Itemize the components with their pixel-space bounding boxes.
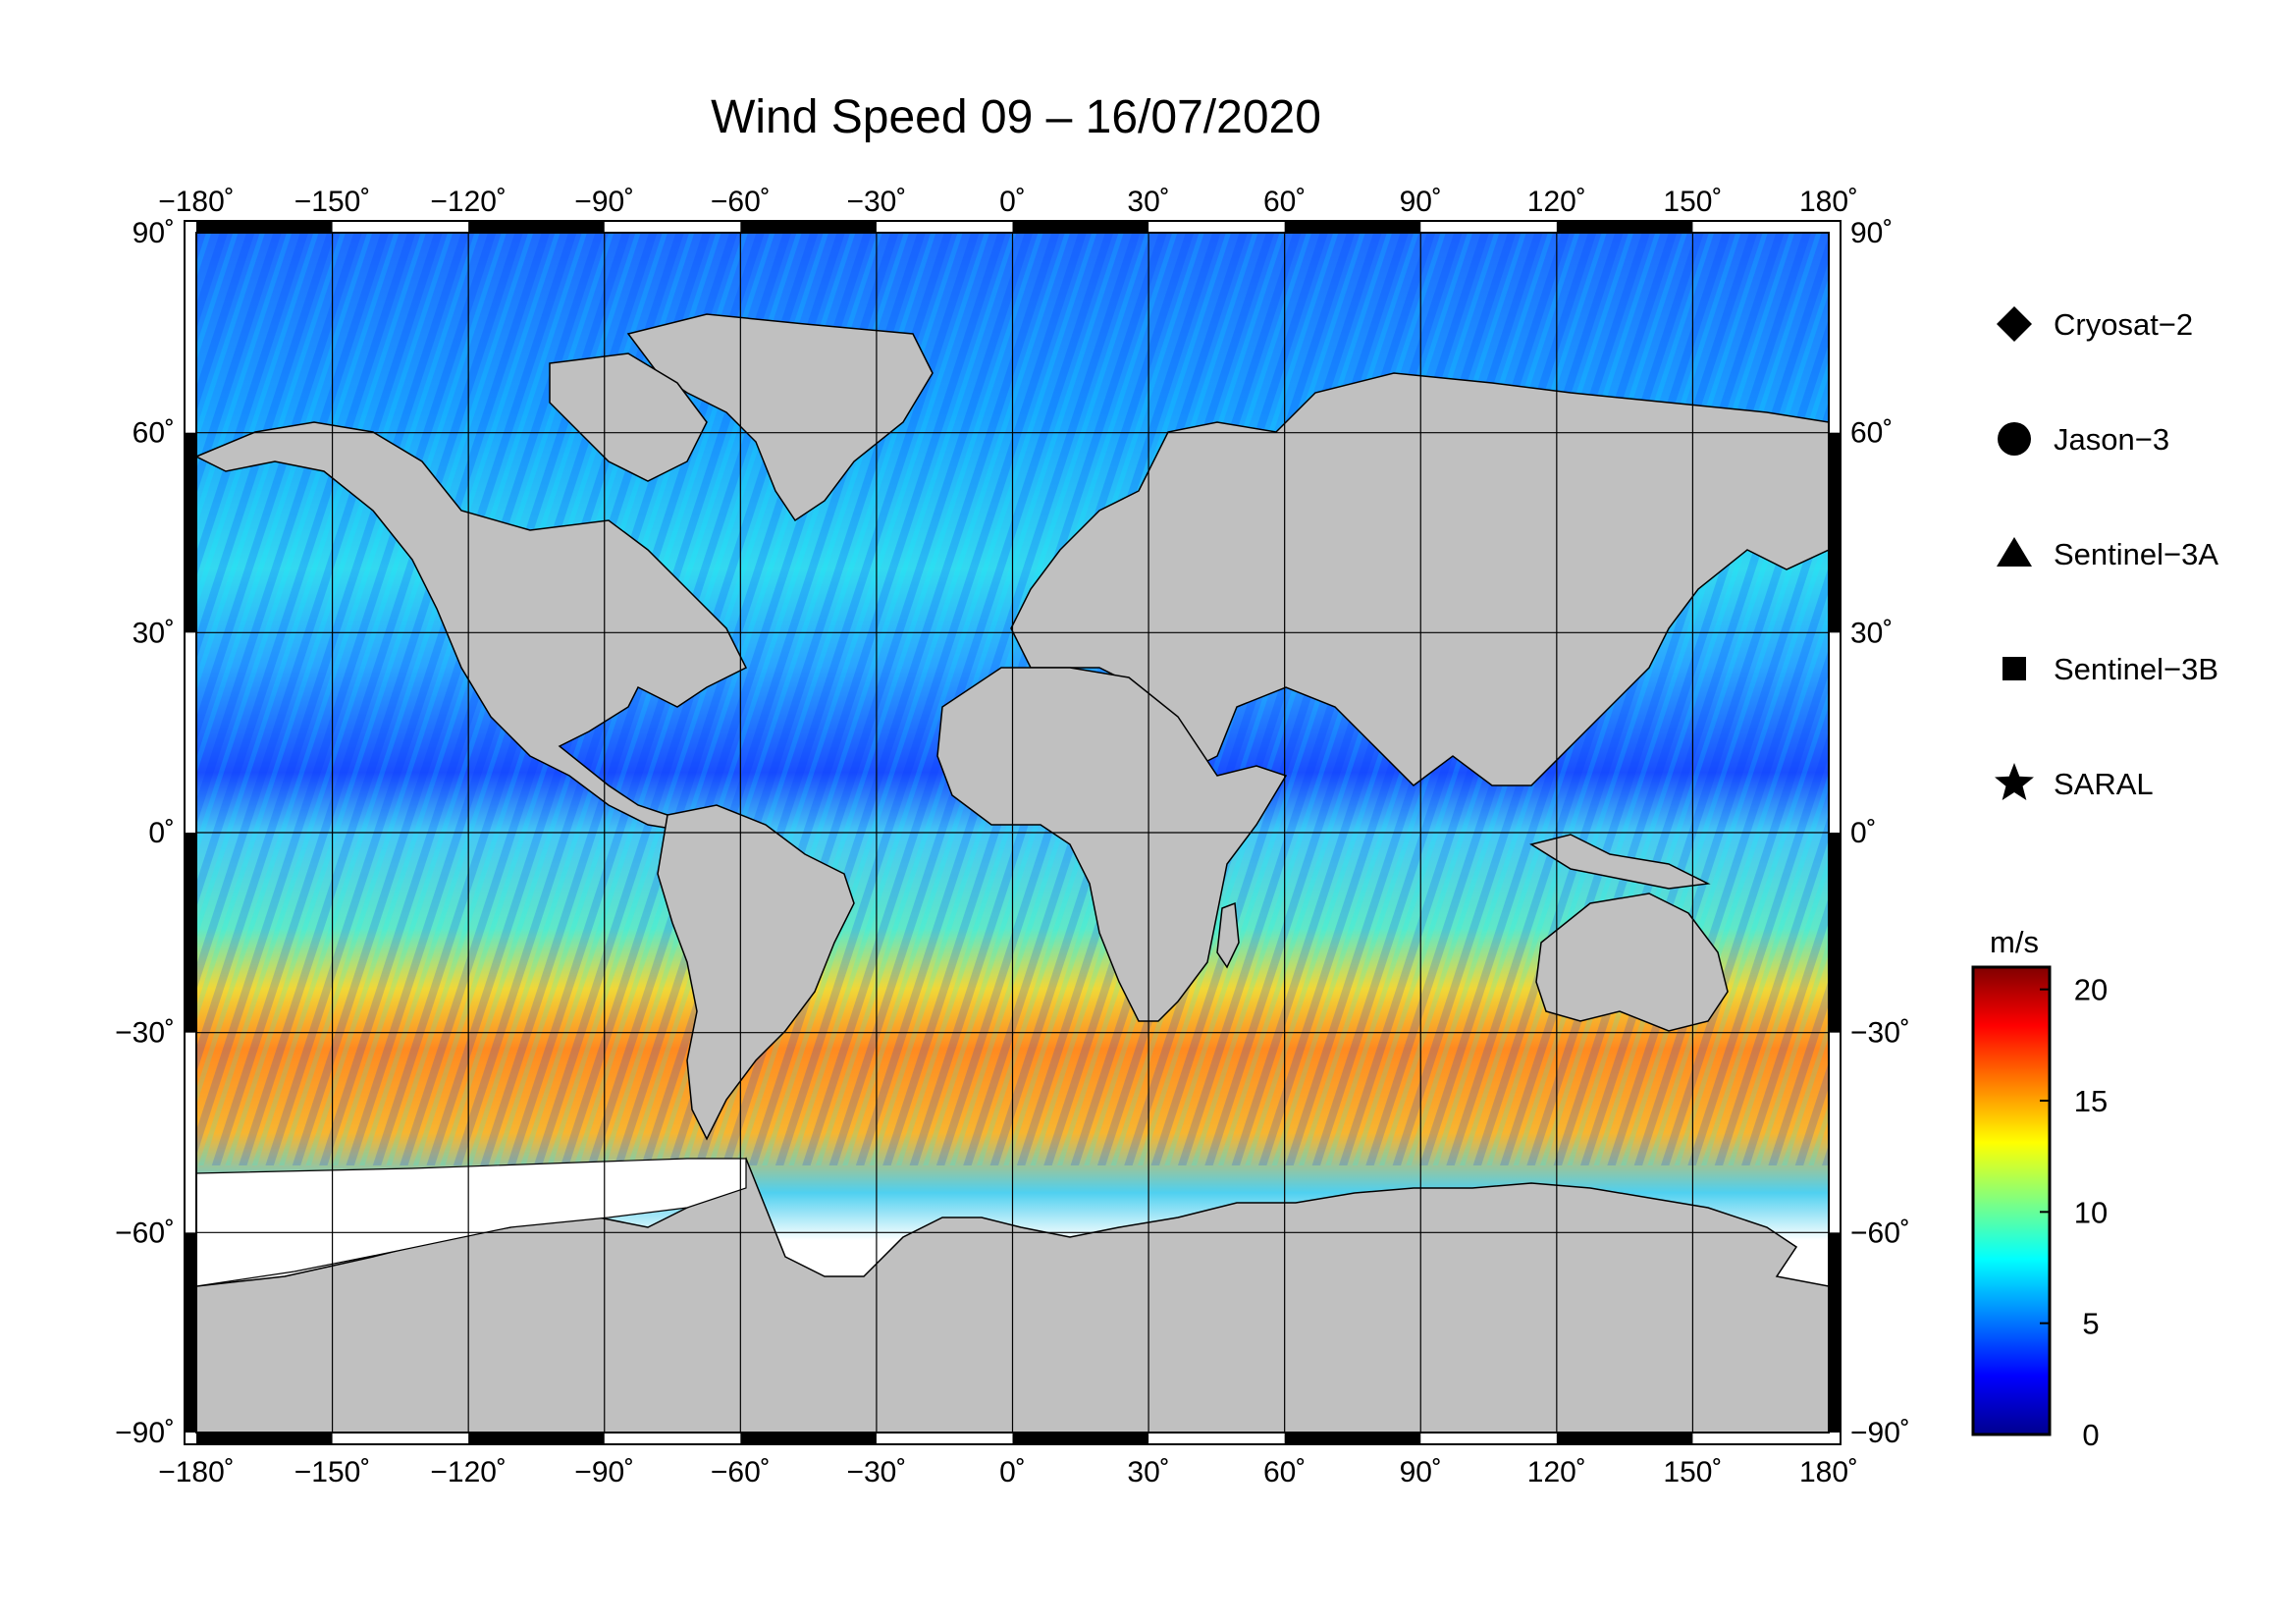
lat-tick-label-right: 90˚ — [1850, 217, 1893, 249]
lat-tick-label-right: 30˚ — [1850, 617, 1893, 649]
lat-tick-label-right: 60˚ — [1850, 417, 1893, 450]
legend-item-label: Sentinel−3B — [2054, 652, 2218, 686]
colorbar-tick-label: 5 — [2082, 1307, 2099, 1341]
frame-segment — [740, 1433, 877, 1444]
lon-tick-label-top: 60˚ — [1263, 186, 1306, 218]
lon-tick-label-bottom: 0˚ — [999, 1456, 1026, 1488]
frame-segment — [1829, 833, 1841, 1033]
legend-item-label: Sentinel−3A — [2054, 537, 2218, 571]
colorbar-tick-label: 15 — [2074, 1084, 2108, 1118]
latitude-ticks-right: 90˚ 60˚ 30˚ 0˚ −30˚ −60˚ −90˚ — [1850, 217, 1910, 1449]
land-arctic-islands — [549, 352, 708, 482]
lat-tick-label-left: 0˚ — [148, 817, 175, 849]
frame-segment — [185, 833, 196, 1033]
frame-segment — [1829, 1232, 1841, 1433]
circle-icon — [1998, 422, 2031, 456]
lon-tick-label-bottom: 30˚ — [1127, 1456, 1169, 1488]
land-australia — [1535, 893, 1729, 1032]
colorbar-gradient — [1971, 965, 2052, 1436]
lon-tick-label-bottom: 150˚ — [1663, 1456, 1722, 1488]
lon-tick-label-bottom: −120˚ — [430, 1456, 507, 1488]
lon-tick-label-top: 120˚ — [1527, 186, 1586, 218]
lat-tick-label-right: 0˚ — [1850, 817, 1877, 849]
lon-tick-label-top: −90˚ — [574, 186, 634, 218]
land-greenland — [626, 313, 934, 522]
frame-segment — [1284, 1433, 1421, 1444]
legend-item-label: Jason−3 — [2054, 422, 2169, 457]
frame-segment — [185, 432, 196, 633]
colorbar: m/s 0 5 10 15 20 — [1971, 925, 2108, 1452]
diamond-icon — [1997, 306, 2032, 342]
legend-item-label: SARAL — [2054, 767, 2154, 801]
lat-tick-label-right: −30˚ — [1850, 1017, 1910, 1050]
frame-segment — [468, 221, 605, 233]
map-title: Wind Speed 09 – 16/07/2020 — [711, 91, 1321, 143]
land-indonesia — [1529, 834, 1711, 890]
lat-tick-label-left: −30˚ — [115, 1017, 175, 1050]
frame-segment — [196, 221, 333, 233]
frame-segment — [740, 221, 877, 233]
lat-tick-label-right: −60˚ — [1850, 1217, 1910, 1249]
lon-tick-label-bottom: −60˚ — [711, 1456, 771, 1488]
triangle-icon — [1997, 537, 2032, 567]
lon-tick-label-top: 30˚ — [1127, 186, 1169, 218]
colorbar-unit: m/s — [1990, 925, 2039, 959]
lon-tick-label-top: 0˚ — [999, 186, 1026, 218]
square-icon — [2002, 657, 2026, 680]
land-south-america — [657, 804, 855, 1141]
longitude-ticks-bottom: −180˚ −150˚ −120˚ −90˚ −60˚ −30˚ 0˚ 30˚ 60˚ 90˚ 12… — [158, 1456, 1858, 1488]
colorbar-tick-label: 20 — [2074, 973, 2108, 1007]
graticule — [196, 233, 1829, 1433]
lat-tick-label-left: 30˚ — [133, 617, 175, 649]
lon-tick-label-bottom: −150˚ — [294, 1456, 371, 1488]
lon-tick-label-top: −150˚ — [294, 186, 371, 218]
frame-segment — [196, 1433, 333, 1444]
lon-tick-label-top: −180˚ — [158, 186, 235, 218]
frame-segment — [1284, 221, 1421, 233]
frame-segment — [185, 1232, 196, 1433]
satellite-legend: Cryosat−2 Jason−3 Sentinel−3A Sentinel−3B SA… — [1995, 306, 2218, 801]
longitude-ticks-top: −180˚ −150˚ −120˚ −90˚ −60˚ −30˚ 0˚ 30˚ 60˚ 90˚ 12… — [158, 186, 1858, 218]
legend-item-label: Cryosat−2 — [2054, 307, 2193, 342]
lon-tick-label-top: −120˚ — [430, 186, 507, 218]
land-africa — [936, 667, 1288, 1022]
lat-tick-label-left: −90˚ — [115, 1417, 175, 1449]
frame-segment — [1012, 221, 1149, 233]
lon-tick-label-bottom: 120˚ — [1527, 1456, 1586, 1488]
colorbar-tick-label: 0 — [2082, 1418, 2099, 1452]
lon-tick-label-bottom: −90˚ — [574, 1456, 634, 1488]
frame-segment — [1556, 1433, 1693, 1444]
ice-shelf — [196, 1158, 747, 1287]
lat-tick-label-left: −60˚ — [115, 1217, 175, 1249]
lon-tick-label-bottom: 90˚ — [1400, 1456, 1442, 1488]
lon-tick-label-bottom: −180˚ — [158, 1456, 235, 1488]
map-frame — [184, 220, 1842, 1445]
lon-tick-label-top: −30˚ — [846, 186, 906, 218]
land-madagascar — [1216, 901, 1240, 969]
lat-tick-label-left: 60˚ — [133, 417, 175, 450]
lon-tick-label-top: 180˚ — [1799, 186, 1858, 218]
lon-tick-label-bottom: 60˚ — [1263, 1456, 1306, 1488]
star-icon — [1995, 763, 2034, 800]
latitude-ticks-left: 90˚ 60˚ 30˚ 0˚ −30˚ −60˚ −90˚ — [115, 217, 175, 1449]
frame-segment — [1012, 1433, 1149, 1444]
land-north-america — [196, 421, 748, 832]
lon-tick-label-top: 90˚ — [1400, 186, 1442, 218]
frame-segment — [1556, 221, 1693, 233]
colorbar-tick-label: 10 — [2074, 1195, 2108, 1229]
frame-segment — [468, 1433, 605, 1444]
frame-segment — [1829, 432, 1841, 633]
lon-tick-label-top: 150˚ — [1663, 186, 1722, 218]
lon-tick-label-top: −60˚ — [711, 186, 771, 218]
lon-tick-label-bottom: −30˚ — [846, 1456, 906, 1488]
lat-tick-label-left: 90˚ — [133, 217, 175, 249]
lat-tick-label-right: −90˚ — [1850, 1417, 1910, 1449]
lon-tick-label-bottom: 180˚ — [1799, 1456, 1858, 1488]
